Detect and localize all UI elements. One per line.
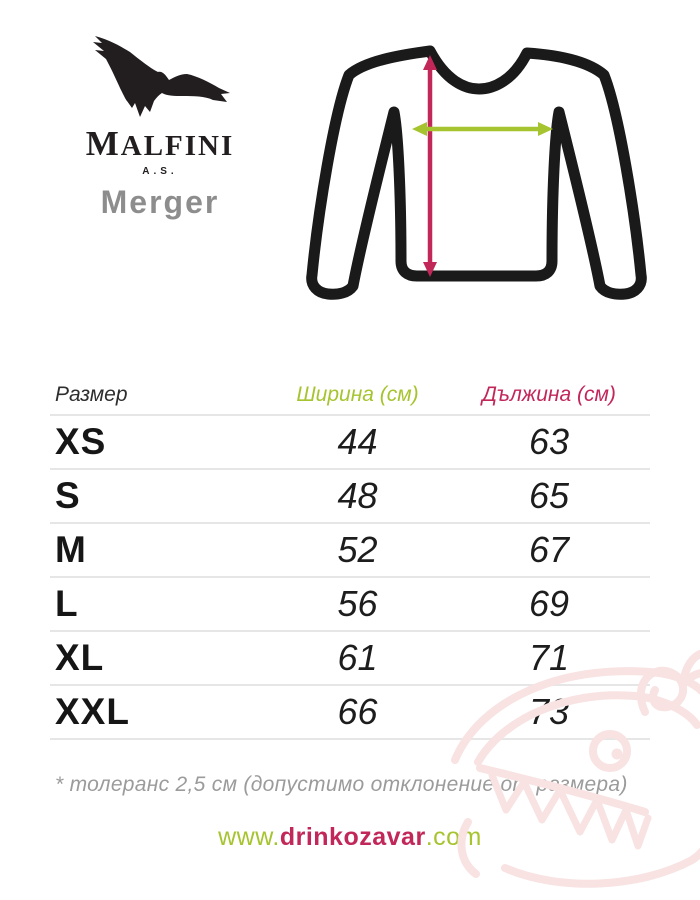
- length-value: 63: [528, 421, 570, 462]
- website-name: drinkozavar: [279, 823, 426, 851]
- table-header-row: Размер Ширина (см) Дължина (см): [50, 371, 650, 416]
- length-value: 69: [528, 583, 570, 624]
- column-header-width: Ширина (см): [296, 383, 419, 406]
- website-tld: .com: [425, 823, 482, 851]
- table-row-m: M 52 67: [50, 524, 650, 578]
- width-value: 61: [337, 637, 378, 678]
- width-value: 66: [337, 691, 378, 732]
- table-row-s: S 48 65: [50, 470, 650, 524]
- brand-block: MALFINI A.S. Merger: [55, 34, 265, 221]
- table-row-xl: XL 61 71: [50, 632, 650, 686]
- brand-suffix: A.S.: [142, 165, 178, 177]
- width-value: 56: [337, 583, 378, 624]
- size-table: Размер Ширина (см) Дължина (см) XS 44 63…: [50, 371, 650, 740]
- tolerance-footnote: * толеранс 2,5 см (допустимо отклонение …: [55, 773, 628, 796]
- long-sleeve-shirt-outline-icon: [306, 45, 647, 300]
- size-label: L: [55, 583, 79, 624]
- size-label: XL: [55, 637, 105, 678]
- width-value: 48: [337, 475, 378, 516]
- table-row-l: L 56 69: [50, 578, 650, 632]
- size-label: S: [55, 475, 81, 516]
- length-value: 67: [528, 529, 570, 570]
- size-label: XXL: [55, 691, 130, 732]
- shirt-measurement-diagram: [305, 28, 665, 320]
- table-row-xxl: XXL 66 73: [50, 686, 650, 740]
- length-value: 73: [528, 691, 570, 732]
- eagle-icon: [93, 36, 230, 117]
- size-label: M: [55, 529, 87, 570]
- width-value: 52: [337, 529, 378, 570]
- length-double-arrow-icon: [423, 55, 437, 277]
- length-value: 65: [528, 475, 570, 516]
- size-label: XS: [55, 421, 107, 462]
- brand-name: MALFINI: [85, 124, 235, 163]
- width-double-arrow-icon: [412, 122, 553, 136]
- website-link[interactable]: www.drinkozavar.com: [0, 823, 700, 852]
- product-name: Merger: [100, 183, 220, 220]
- column-header-length: Дължина (см): [482, 383, 616, 406]
- column-header-size: Размер: [55, 383, 128, 406]
- length-value: 71: [528, 637, 570, 678]
- width-value: 44: [337, 421, 378, 462]
- table-row-xs: XS 44 63: [50, 416, 650, 470]
- website-prefix: www.: [218, 823, 280, 851]
